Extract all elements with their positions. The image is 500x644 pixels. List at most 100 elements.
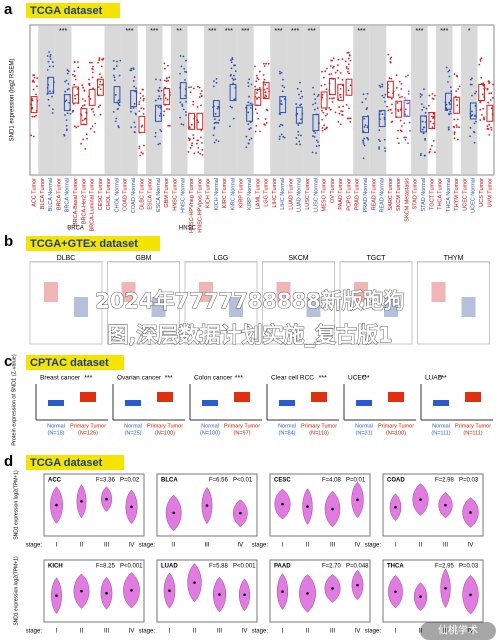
box: [234, 392, 250, 402]
data-point: [280, 103, 283, 106]
data-point: [455, 99, 458, 101]
data-point: [88, 84, 91, 87]
median: [205, 504, 209, 507]
significance: ***: [125, 28, 133, 35]
column-label: ACC Tumor: [32, 178, 38, 207]
data-point: [453, 126, 456, 129]
data-point: [48, 90, 51, 93]
stage-tick: I: [282, 543, 284, 549]
column-label: UVM Tumor: [487, 178, 493, 208]
data-point: [200, 129, 203, 132]
normal-shade: [303, 26, 320, 174]
column-label: HNSC-HPVpos Tumor: [197, 178, 203, 233]
column-label: SKCM Metastasis: [404, 178, 410, 222]
data-point: [379, 86, 382, 88]
data-point: [165, 80, 168, 83]
data-point: [431, 126, 434, 129]
data-point: [390, 121, 393, 124]
data-point: [396, 102, 399, 104]
data-point: [264, 124, 266, 126]
stage-label: stage:: [252, 629, 269, 635]
data-point: [231, 106, 233, 109]
data-point: [164, 97, 167, 99]
data-point: [232, 82, 235, 85]
data-point: [263, 88, 266, 91]
data-point: [362, 139, 364, 142]
data-point: [483, 118, 485, 121]
data-point: [197, 121, 200, 124]
data-point: [81, 98, 84, 100]
normal-shade: [286, 26, 304, 174]
data-point: [52, 65, 55, 68]
data-point: [49, 53, 52, 56]
data-point: [116, 60, 118, 63]
data-point: [387, 53, 390, 56]
data-point: [488, 123, 491, 126]
data-point: [90, 108, 93, 111]
data-point: [255, 80, 258, 83]
data-point: [345, 67, 348, 69]
plot-title: CESC: [274, 478, 291, 484]
data-point: [49, 55, 52, 58]
data-point: [341, 58, 344, 60]
stage-tick: IV: [237, 543, 243, 549]
median: [306, 592, 309, 595]
data-point: [330, 59, 333, 62]
data-point: [68, 101, 71, 104]
data-point: [384, 100, 386, 103]
data-point: [337, 120, 340, 123]
stage-tick: I: [169, 629, 171, 635]
data-point: [430, 144, 433, 147]
data-point: [185, 59, 187, 62]
data-point: [67, 70, 70, 73]
box: [356, 400, 372, 406]
data-point: [341, 110, 344, 113]
median: [80, 499, 83, 503]
column-label: BLCA Normal: [48, 178, 54, 211]
data-point: [52, 108, 54, 111]
data-point: [321, 118, 324, 121]
data-point: [193, 152, 196, 155]
data-point: [334, 71, 337, 74]
data-point: [51, 112, 54, 114]
data-point: [423, 106, 425, 109]
data-point: [384, 93, 387, 96]
data-point: [249, 102, 252, 105]
box: [345, 78, 353, 96]
box: [431, 282, 446, 302]
plot-title: THYM: [444, 255, 464, 262]
data-point: [99, 113, 102, 116]
data-point: [341, 78, 344, 81]
data-point: [432, 116, 435, 118]
data-point: [89, 127, 92, 130]
panel-letter: b: [4, 233, 13, 250]
data-point: [311, 151, 314, 154]
significance: *: [468, 28, 471, 35]
data-point: [32, 135, 35, 138]
data-point: [138, 103, 141, 106]
data-point: [31, 115, 34, 118]
box: [97, 78, 104, 96]
stage-tick: II: [80, 629, 84, 635]
data-point: [63, 133, 66, 136]
data-point: [328, 97, 331, 100]
box: [279, 96, 287, 114]
data-point: [93, 114, 96, 116]
group-label: Normal: [355, 423, 373, 429]
data-point: [197, 85, 199, 88]
data-point: [456, 138, 459, 141]
data-point: [66, 69, 69, 71]
box: [88, 88, 96, 106]
box: [388, 392, 404, 402]
box: [428, 112, 436, 130]
data-point: [164, 86, 166, 89]
data-point: [258, 96, 260, 99]
median: [331, 587, 334, 590]
significance: ***: [415, 28, 423, 35]
column-label: LIHC Normal: [280, 178, 286, 210]
badge: TCGA dataset: [30, 457, 103, 469]
plot-title: Colon cancer: [194, 375, 233, 382]
data-point: [349, 120, 352, 123]
data-point: [471, 77, 473, 80]
data-point: [213, 141, 216, 144]
